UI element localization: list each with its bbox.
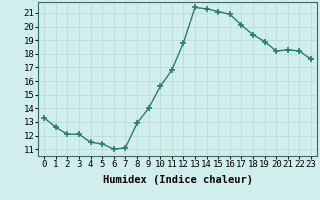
X-axis label: Humidex (Indice chaleur): Humidex (Indice chaleur) <box>103 175 252 185</box>
